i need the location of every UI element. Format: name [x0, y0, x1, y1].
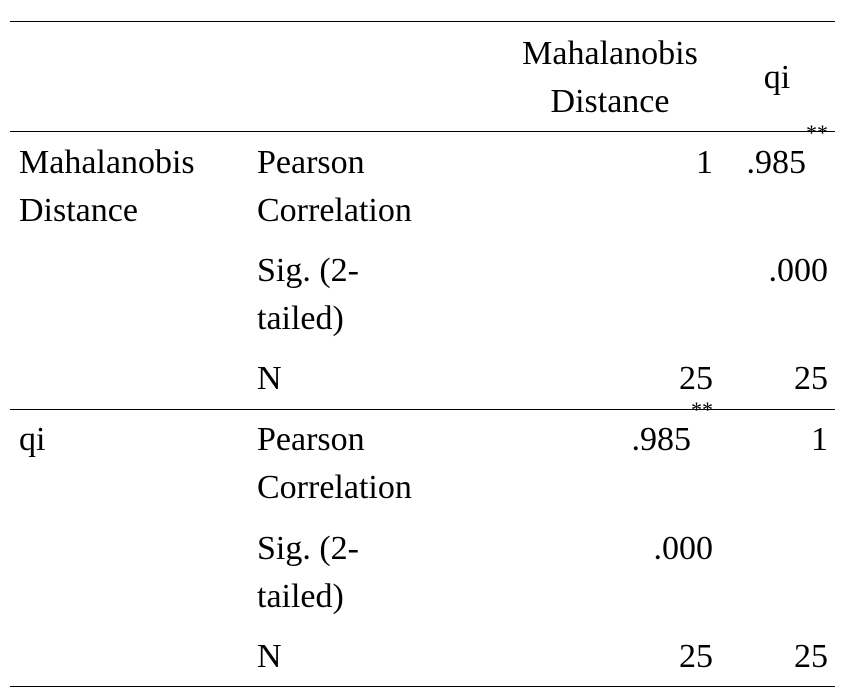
column-header-mahalanobis: Mahalanobis Distance — [522, 35, 698, 120]
group-separator-rule — [10, 409, 835, 410]
value-qi-pearson-qi: 1 — [811, 421, 828, 458]
significance-marker: ** — [691, 397, 713, 422]
value-qi-pearson-mahalanobis: .985** — [631, 397, 714, 459]
value-qi-n-qi: 25 — [794, 638, 828, 675]
stat-label-pearson: Pearson Correlation — [257, 421, 412, 506]
value-qi-n-mahalanobis: 25 — [679, 638, 713, 675]
stat-label-sig: Sig. (2- tailed) — [257, 530, 359, 615]
column-header-qi: qi — [763, 59, 791, 96]
row-variable-mahalanobis: Mahalanobis Distance — [19, 144, 195, 229]
significance-marker: ** — [806, 120, 828, 145]
correlations-table: Mahalanobis Distance qi Mahalanobis Dist… — [10, 0, 835, 698]
stat-label-pearson: Pearson Correlation — [257, 144, 412, 229]
stat-label-n: N — [257, 360, 282, 397]
value-mahalanobis-pearson-qi: .985** — [746, 120, 829, 182]
table-top-rule — [10, 21, 835, 22]
table-bottom-rule — [10, 686, 835, 687]
value-qi-sig-mahalanobis: .000 — [653, 530, 714, 567]
row-variable-qi: qi — [19, 421, 46, 458]
value-mahalanobis-n-qi: 25 — [794, 360, 828, 397]
stat-label-sig: Sig. (2- tailed) — [257, 252, 359, 337]
value-mahalanobis-n-mahalanobis: 25 — [679, 360, 713, 397]
value-mahalanobis-sig-qi: .000 — [768, 252, 829, 289]
stat-label-n: N — [257, 638, 282, 675]
value-mahalanobis-pearson-mahalanobis: 1 — [696, 144, 713, 181]
header-bottom-rule — [10, 131, 835, 132]
